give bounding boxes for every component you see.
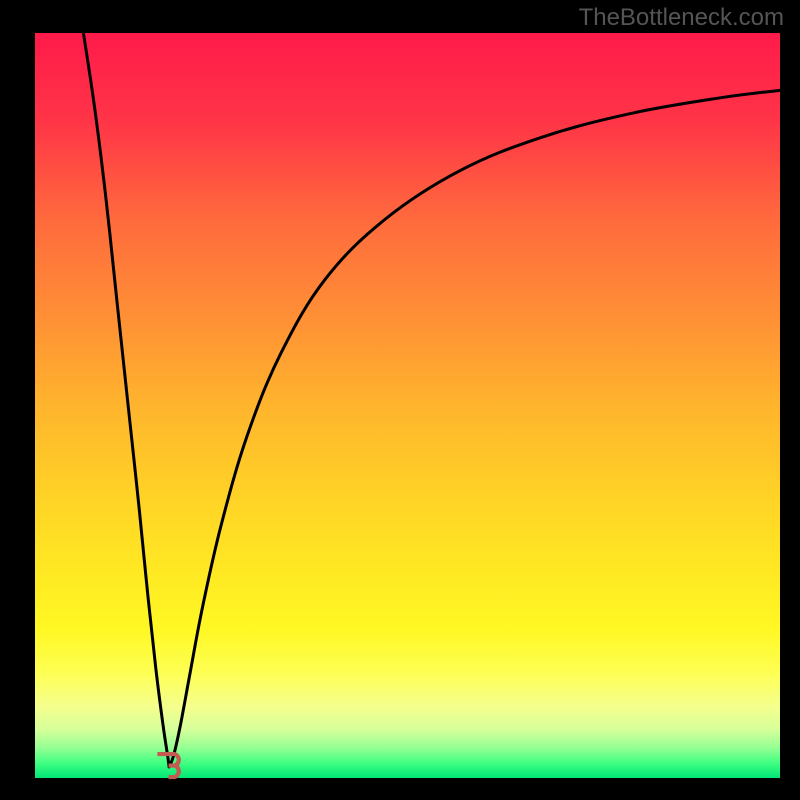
- minimum-marker: ᘊ: [156, 745, 182, 788]
- watermark-text: TheBottleneck.com: [579, 4, 784, 32]
- chart-plot-area: ᘊ: [35, 33, 780, 778]
- chart-curves-layer: [35, 33, 780, 778]
